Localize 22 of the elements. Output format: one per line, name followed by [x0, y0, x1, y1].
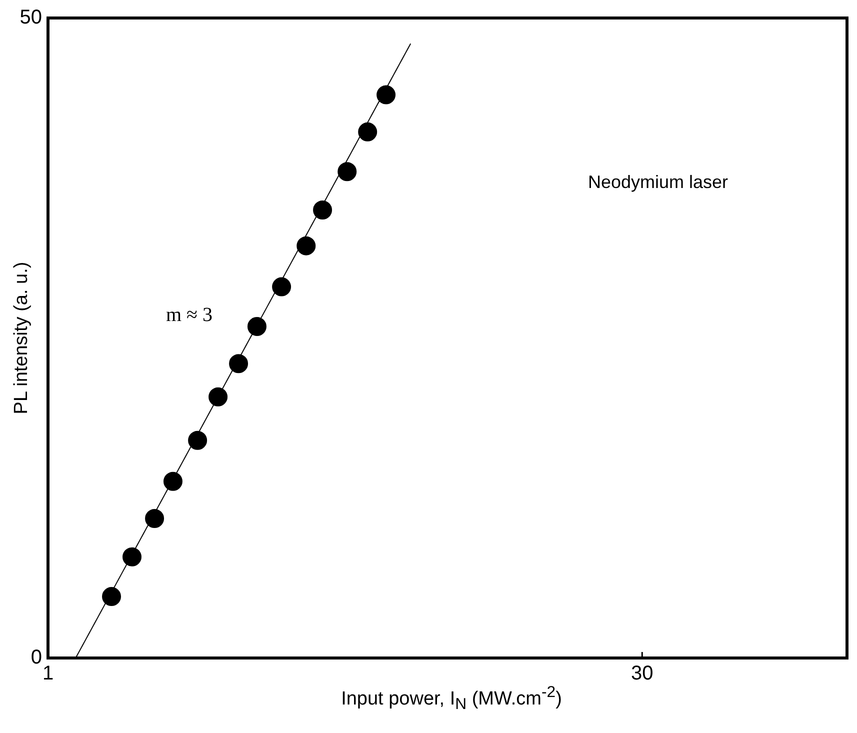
point: [376, 85, 396, 104]
y-tick-label: 50: [20, 6, 42, 29]
point: [296, 236, 316, 256]
point: [338, 162, 357, 182]
x-tick-label: 30: [631, 662, 654, 685]
annotation: Neodymium laser: [588, 172, 728, 193]
point: [247, 316, 266, 336]
point: [229, 354, 248, 374]
point: [313, 200, 332, 220]
x-tick-label: 1: [42, 662, 54, 685]
annotation: m ≈ 3: [166, 304, 213, 327]
point: [358, 122, 378, 142]
point: [272, 277, 292, 296]
point: [188, 430, 208, 450]
point: [163, 472, 182, 491]
point: [208, 387, 228, 406]
y-tick-label: 0: [30, 646, 42, 669]
point: [122, 547, 142, 566]
x-axis-title: Input power, I$_{N}$ (MW.cm$^{-2}$): [340, 684, 563, 714]
point: [145, 508, 164, 528]
point: [102, 587, 122, 606]
y-axis-title: PL intensity (a. u.): [11, 262, 33, 414]
